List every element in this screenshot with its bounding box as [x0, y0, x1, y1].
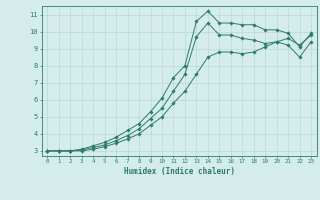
X-axis label: Humidex (Indice chaleur): Humidex (Indice chaleur): [124, 167, 235, 176]
